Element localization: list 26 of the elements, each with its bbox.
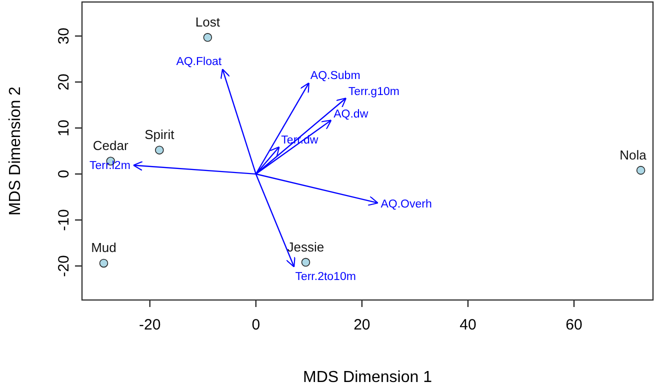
series-label: Jessie xyxy=(287,239,324,254)
y-tick-label: 30 xyxy=(55,28,72,44)
series-label: Spirit xyxy=(144,127,175,142)
series-label: Nola xyxy=(620,147,648,162)
y-tick-label: 10 xyxy=(55,120,72,136)
x-tick-label: 40 xyxy=(460,316,476,334)
x-tick-label: 0 xyxy=(252,316,260,334)
series-label: Terr.g10m xyxy=(348,86,400,98)
y-tick-label: 20 xyxy=(55,74,72,90)
series-label: AQ.Overh xyxy=(380,198,432,211)
series-label: AQ.dw xyxy=(334,108,369,120)
y-tick-label: -20 xyxy=(55,255,72,277)
series-label: AQ.Float xyxy=(176,56,222,68)
x-tick-label: 20 xyxy=(354,316,370,334)
series-label: Terr.l2m xyxy=(90,160,130,172)
y-tick-label: 0 xyxy=(55,170,72,178)
x-tick-label: -20 xyxy=(139,316,161,334)
series-label: AQ.Subm xyxy=(310,70,360,82)
series-label: Lost xyxy=(195,14,220,30)
y-axis-title: MDS Dimension 2 xyxy=(7,86,24,216)
x-axis-title: MDS Dimension 1 xyxy=(303,369,432,386)
y-tick-label: -10 xyxy=(55,209,72,231)
series-label: Terr.2to10m xyxy=(295,271,356,284)
series-label: Mud xyxy=(91,240,116,256)
series-label: Cedar xyxy=(92,138,129,154)
x-tick-label: 60 xyxy=(566,316,582,334)
